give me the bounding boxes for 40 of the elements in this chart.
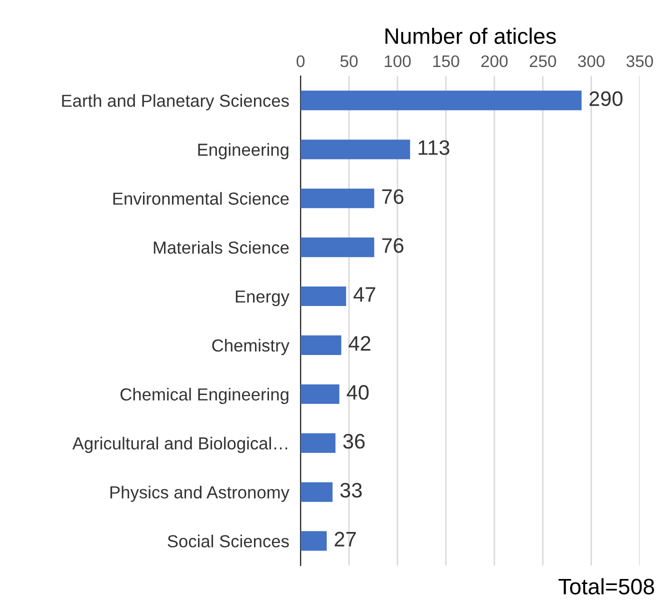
y-tick-label: Materials Science [154, 241, 289, 254]
x-axis-title: Number of aticles [386, 28, 556, 44]
data-label: 113 [418, 140, 450, 156]
y-tick-label: Environmental Science [113, 192, 289, 205]
bar [300, 482, 333, 502]
bar [300, 90, 582, 110]
x-tick-label: 0 [296, 55, 305, 68]
data-label: 40 [346, 384, 369, 400]
x-tick-label: 150 [433, 55, 460, 68]
bar [300, 140, 410, 160]
y-tick-label: Energy [236, 290, 290, 306]
bar [300, 531, 327, 551]
data-label: 47 [354, 287, 376, 302]
data-label: 33 [340, 482, 362, 498]
x-tick-label: 250 [530, 55, 556, 68]
data-label: 36 [343, 434, 365, 449]
data-label: 27 [334, 532, 356, 546]
bar [300, 384, 340, 404]
data-label: 42 [348, 336, 370, 351]
x-tick-label: 200 [481, 55, 508, 68]
y-tick-label: Engineering [198, 143, 288, 160]
y-tick-label: Chemical Engineering [120, 388, 288, 404]
text: Total=508 [558, 578, 654, 594]
y-tick-label: Physics and Astronomy [110, 486, 290, 502]
bar [300, 238, 374, 258]
y-tick-label: Earth and Planetary Sciences [62, 94, 289, 110]
bar [300, 433, 336, 453]
x-tick-label: 50 [340, 55, 358, 68]
data-label: 290 [590, 91, 622, 106]
bar [300, 335, 342, 355]
bar [300, 188, 374, 208]
x-tick-label: 300 [578, 55, 605, 68]
x-tick-label: 350 [626, 55, 653, 68]
data-label: 76 [382, 189, 404, 204]
y-tick-label: Social Sciences [168, 534, 289, 548]
bar [300, 286, 346, 306]
y-tick-label: Agricultural and Biological… [72, 436, 288, 453]
y-tick-label: Chemistry [212, 338, 290, 356]
data-label: 76 [382, 238, 404, 253]
x-tick-label: 100 [384, 55, 411, 68]
